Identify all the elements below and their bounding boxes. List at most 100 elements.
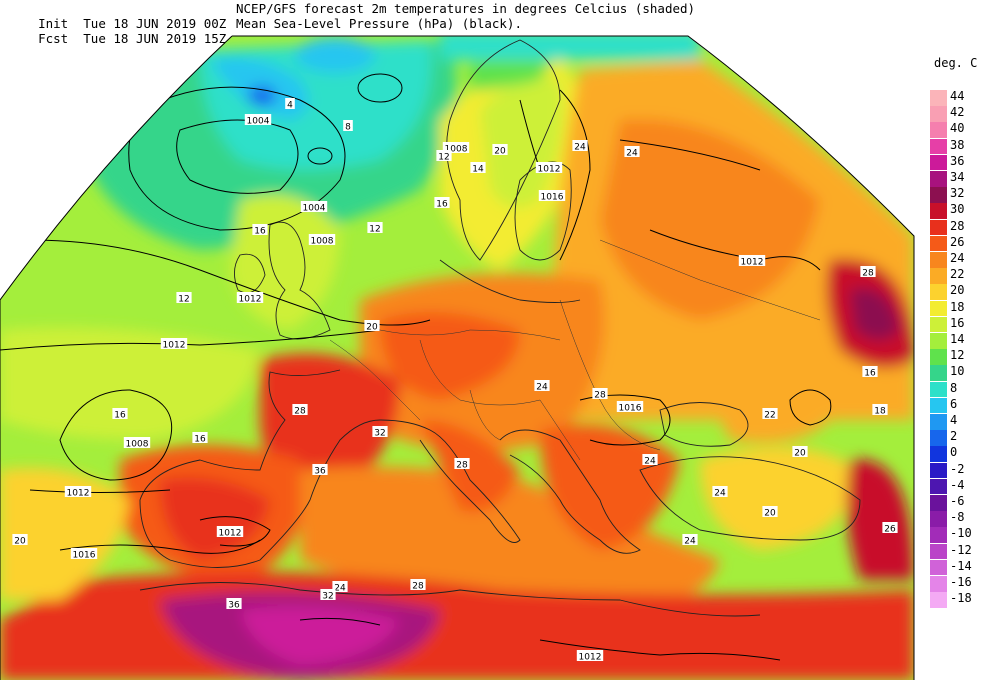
legend-label: 44 <box>950 89 965 103</box>
temp-label: 12 <box>438 153 449 163</box>
temp-label: 16 <box>436 200 448 210</box>
coastlines <box>139 39 861 617</box>
legend-label: -8 <box>950 510 965 525</box>
legend-label: 42 <box>950 105 965 120</box>
temp-label-bg <box>252 224 268 235</box>
init-time: Tue 18 JUN 2019 00Z <box>83 16 227 31</box>
temp-label: 22 <box>764 411 775 421</box>
temp-label: 28 <box>594 391 606 401</box>
isobar-label-bg <box>244 114 272 125</box>
isobar-label-bg <box>538 190 566 201</box>
legend-label: 26 <box>950 234 965 249</box>
temp-label-bg <box>364 320 380 331</box>
legend-swatch <box>930 559 947 576</box>
legend-swatch <box>930 527 947 543</box>
legend-swatch <box>930 171 947 187</box>
legend-label: 0 <box>950 445 958 460</box>
temp-label: 20 <box>764 509 776 519</box>
isobar-label: 1012 <box>538 165 561 175</box>
legend-swatch <box>930 333 947 349</box>
legend-swatch <box>930 187 947 203</box>
isobar-label: 1012 <box>741 258 764 268</box>
legend-label: 6 <box>950 396 958 411</box>
isobar-label-bg <box>300 201 328 212</box>
temp-label: 32 <box>322 592 333 602</box>
legend-swatch <box>930 495 947 511</box>
legend-swatch <box>930 576 947 592</box>
temp-label: 20 <box>366 323 378 333</box>
fcst-time: Tue 18 JUN 2019 15Z <box>83 31 227 46</box>
temp-label-bg <box>12 534 28 545</box>
fcst-label: Fcst <box>38 31 69 46</box>
temp-label-bg <box>372 426 388 437</box>
temp-label: 12 <box>369 225 380 235</box>
temp-label: 18 <box>874 407 886 417</box>
isobar-label-bg <box>64 486 92 497</box>
temp-label-bg <box>592 388 608 399</box>
temp-label: 26 <box>884 525 896 535</box>
legend-label: 4 <box>950 413 958 427</box>
temp-label-bg <box>862 366 878 377</box>
legend-label: -2 <box>950 461 965 476</box>
temperature-map: 1004 1004 1008 1008 1012 1012 1016 1012 1012 1012… <box>0 35 915 680</box>
temp-label: 28 <box>456 461 468 471</box>
legend-label: -10 <box>950 526 972 541</box>
legend-label: 28 <box>950 218 965 233</box>
isobar-label: 1004 <box>247 117 270 127</box>
temp-label-bg <box>860 266 876 277</box>
isobar-label-bg <box>236 292 264 303</box>
temp-label-bg <box>410 579 426 590</box>
temp-label: 24 <box>714 489 726 499</box>
temp-label: 20 <box>494 147 506 157</box>
isobar-label-bg <box>616 401 644 412</box>
color-legend: deg. C 44 42 40 38 36 34 32 30 28 26 24 22 20 18 16 14 1… <box>928 56 1000 608</box>
isobar-label: 1012 <box>163 341 186 351</box>
temp-label-bg <box>176 292 192 303</box>
temp-label: 36 <box>314 467 326 477</box>
temp-label: 24 <box>536 383 548 393</box>
temp-label: 32 <box>374 429 385 439</box>
legend-label: 30 <box>950 202 965 217</box>
temp-label: 20 <box>794 449 806 459</box>
temp-label: 28 <box>412 582 424 592</box>
isobar-label-bg <box>123 437 151 448</box>
isobar-label-bg <box>160 338 188 349</box>
temp-label-bg <box>682 534 698 545</box>
legend-swatch <box>930 268 947 284</box>
temp-label-bg <box>454 458 470 469</box>
temp-label: 16 <box>194 435 206 445</box>
legend-label: -14 <box>950 558 972 573</box>
legend-swatch <box>930 106 947 122</box>
legend-swatch <box>930 122 947 138</box>
temp-label: 12 <box>178 295 189 305</box>
legend-swatch <box>930 252 947 268</box>
isobar-label-bg <box>216 526 244 537</box>
isobar-label: 1016 <box>619 404 642 414</box>
temp-label: 28 <box>862 269 874 279</box>
isobar-label: 1016 <box>541 193 564 203</box>
legend-swatch <box>930 381 947 398</box>
temp-label-bg <box>192 432 208 443</box>
temp-label-bg <box>762 408 778 419</box>
temp-label-bg <box>434 197 450 208</box>
temp-label-bg <box>436 150 452 161</box>
legend-label: 8 <box>950 380 958 395</box>
temp-label-bg <box>285 98 295 109</box>
temp-label-bg <box>762 506 778 517</box>
legend-swatch <box>930 349 947 365</box>
legend-swatch <box>930 446 947 462</box>
temp-label: 16 <box>114 411 126 421</box>
temp-label-bg <box>534 380 550 391</box>
temp-label-bg <box>367 222 383 233</box>
temp-label-bg <box>642 454 658 465</box>
isobar-label-bg <box>576 650 604 661</box>
legend-swatch <box>930 478 947 495</box>
temp-label: 16 <box>254 227 266 237</box>
legend-label: 16 <box>950 315 965 330</box>
temp-label-bg <box>312 464 328 475</box>
temp-label-bg <box>492 144 508 155</box>
isobar-label: 1012 <box>239 295 262 305</box>
legend-label: 24 <box>950 251 965 265</box>
map-header: Init Tue 18 JUN 2019 00Z NCEP/GFS foreca… <box>0 0 920 46</box>
legend-swatch <box>930 154 947 171</box>
